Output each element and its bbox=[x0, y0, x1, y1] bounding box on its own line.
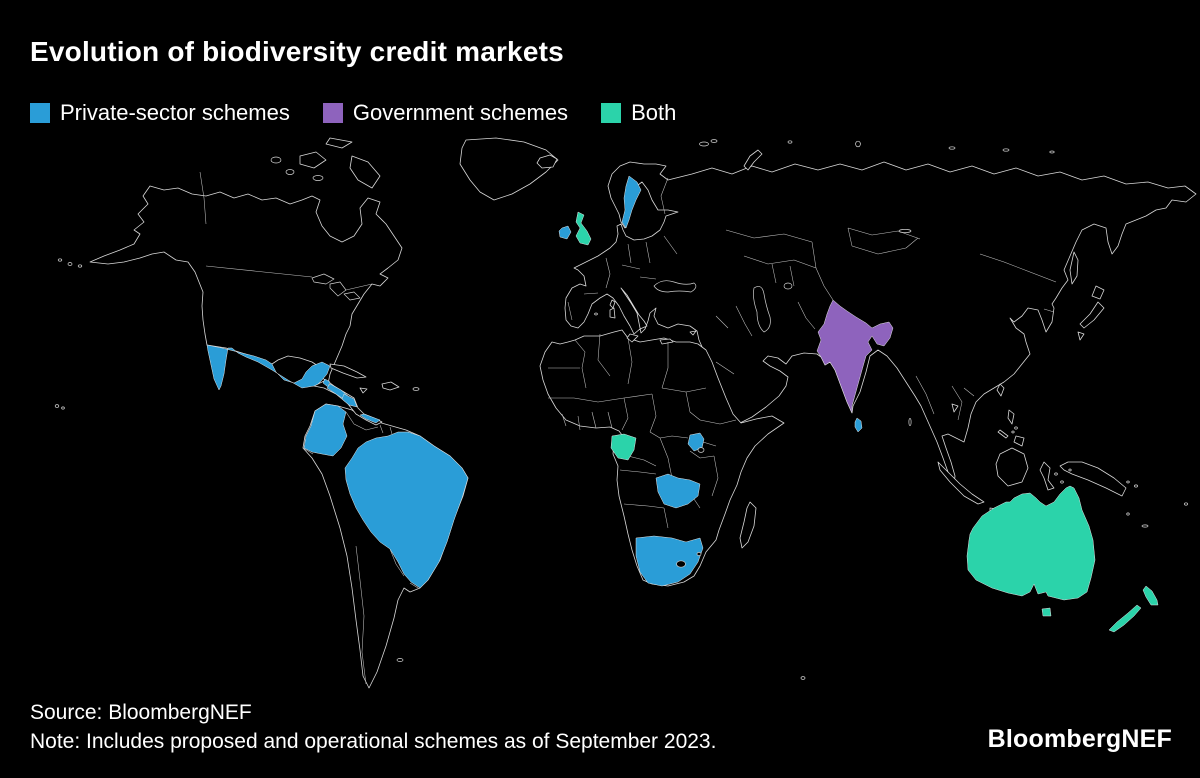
footer: Source: BloombergNEF Note: Includes prop… bbox=[30, 698, 716, 756]
government-swatch-icon bbox=[322, 103, 343, 123]
island-ellesmere bbox=[325, 137, 353, 149]
black-sea bbox=[653, 280, 697, 293]
both-swatch-icon bbox=[601, 103, 622, 123]
island-hainan bbox=[951, 403, 959, 413]
country-mexico bbox=[206, 344, 331, 391]
country-zambia bbox=[655, 473, 701, 509]
country-borders bbox=[199, 171, 1057, 685]
note-text: Note: Includes proposed and operational … bbox=[30, 730, 717, 753]
lake-superior bbox=[311, 273, 335, 285]
country-tasmania bbox=[1041, 607, 1052, 617]
island-baffin bbox=[349, 155, 381, 189]
country-new-zealand-south bbox=[1108, 604, 1142, 633]
landmass-greenland bbox=[459, 137, 559, 201]
country-sweden bbox=[621, 175, 642, 229]
island-corsica bbox=[609, 299, 616, 309]
legend-item-government: Government schemes bbox=[322, 100, 569, 126]
island-taiwan bbox=[996, 383, 1005, 397]
country-australia bbox=[966, 485, 1096, 601]
bloombergnef-logo: BloombergNEF bbox=[987, 725, 1172, 753]
caspian-sea bbox=[753, 286, 771, 333]
country-gabon bbox=[610, 433, 637, 461]
lake-huron-michigan bbox=[329, 281, 347, 297]
country-south-africa bbox=[635, 535, 704, 587]
world-map bbox=[0, 136, 1200, 702]
island-cyprus bbox=[689, 330, 697, 336]
island-madagascar bbox=[739, 501, 757, 549]
world-map-svg bbox=[54, 137, 1197, 689]
island-borneo bbox=[995, 447, 1029, 487]
lake-erie-ontario bbox=[343, 291, 361, 301]
country-new-zealand-north bbox=[1142, 585, 1159, 606]
island-sardinia bbox=[609, 307, 616, 319]
lesotho-enclave bbox=[676, 560, 686, 568]
island-palawan bbox=[997, 429, 1009, 439]
private-swatch-icon bbox=[30, 103, 50, 123]
legend-label: Private-sector schemes bbox=[60, 100, 290, 125]
lake-victoria bbox=[697, 447, 705, 453]
aral-sea bbox=[783, 282, 793, 290]
legend-label: Both bbox=[631, 100, 677, 125]
page-title: Evolution of biodiversity credit markets bbox=[30, 36, 564, 67]
island-sulawesi bbox=[1039, 461, 1055, 491]
country-honduras bbox=[326, 383, 349, 399]
landmass-north-america bbox=[89, 185, 403, 385]
island-iceland bbox=[536, 154, 558, 169]
country-panama bbox=[359, 413, 381, 424]
legend: Private-sector schemes Government scheme… bbox=[30, 100, 676, 126]
island-sakhalin bbox=[1069, 251, 1079, 285]
legend-item-private: Private-sector schemes bbox=[30, 100, 290, 126]
country-colombia bbox=[303, 403, 348, 457]
island-new-guinea bbox=[1059, 461, 1127, 497]
island-hispaniola bbox=[381, 381, 400, 391]
country-united-kingdom bbox=[575, 211, 592, 246]
country-ireland bbox=[558, 225, 572, 240]
island-sumatra bbox=[937, 461, 985, 505]
island-crete bbox=[659, 338, 674, 345]
island-novaya-zemlya bbox=[743, 149, 763, 171]
lake-baikal bbox=[898, 229, 912, 233]
island-mindanao bbox=[1013, 435, 1025, 447]
island-honshu bbox=[1079, 301, 1105, 329]
island-kyushu bbox=[1077, 331, 1085, 341]
legend-label: Government schemes bbox=[352, 100, 569, 125]
eswatini-enclave bbox=[696, 552, 702, 556]
landmass-africa bbox=[539, 329, 785, 587]
island-hokkaido bbox=[1091, 285, 1105, 300]
country-nicaragua bbox=[341, 393, 358, 408]
island-jamaica bbox=[359, 387, 368, 394]
country-india bbox=[816, 299, 894, 414]
country-sri-lanka bbox=[854, 417, 863, 433]
island-sicily bbox=[626, 333, 639, 343]
island-luzon bbox=[1007, 409, 1015, 425]
country-brazil bbox=[344, 431, 469, 589]
source-text: Source: BloombergNEF bbox=[30, 701, 252, 724]
legend-item-both: Both bbox=[601, 100, 676, 126]
island-victoria bbox=[299, 151, 327, 169]
island-cuba bbox=[329, 363, 367, 379]
